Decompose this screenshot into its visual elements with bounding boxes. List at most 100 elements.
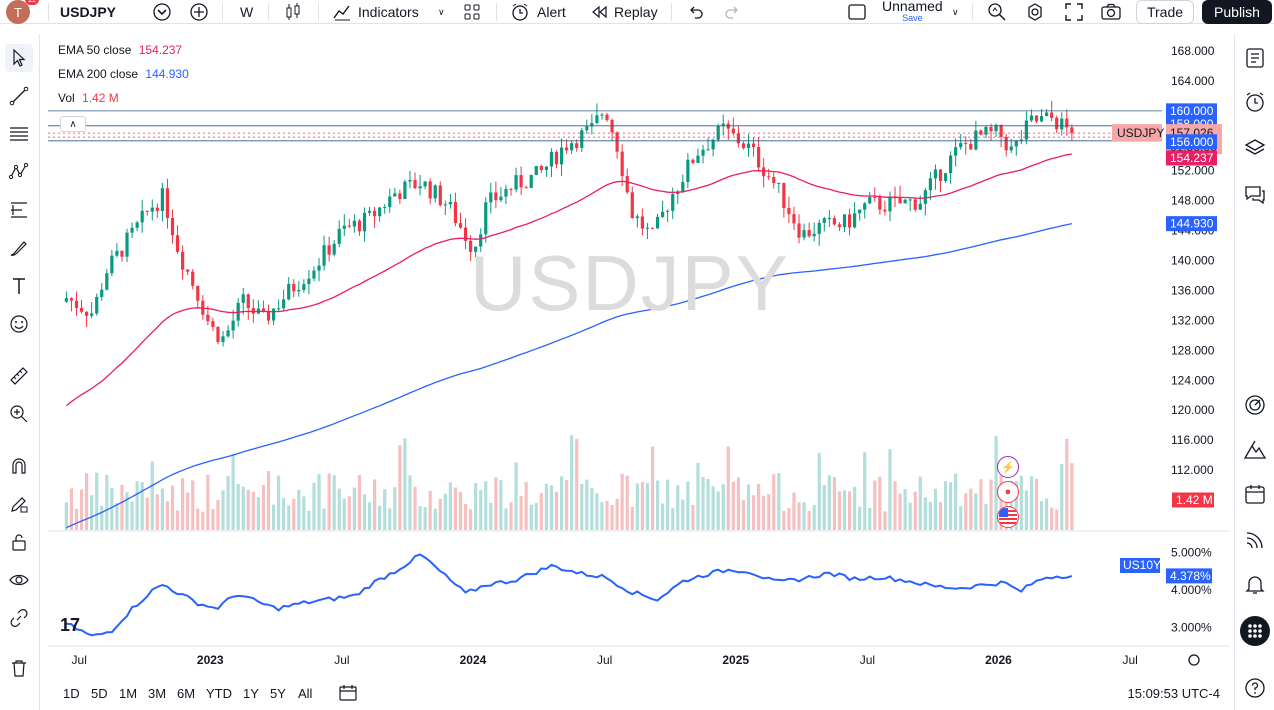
range-5d-button[interactable]: 5D: [91, 686, 108, 701]
candle-body: [231, 320, 235, 331]
layout-dropdown-icon[interactable]: ∨: [952, 6, 959, 17]
watchlist-icon[interactable]: [1241, 44, 1269, 72]
add-symbol-icon[interactable]: [189, 0, 209, 24]
settings-gear-icon[interactable]: [1025, 0, 1045, 24]
alerts-clock-icon[interactable]: [1241, 88, 1269, 116]
candle-body: [378, 207, 382, 217]
volume-bar: [418, 506, 422, 530]
candles-chart-type-icon[interactable]: [284, 0, 302, 24]
range-1d-button[interactable]: 1D: [63, 686, 80, 701]
volume-bar: [398, 445, 402, 530]
indicators-button[interactable]: Indicators: [332, 0, 419, 24]
redo-icon[interactable]: [724, 0, 742, 24]
ema200-legend[interactable]: EMA 200 close 144.930: [58, 67, 189, 81]
volume-bar: [595, 493, 599, 530]
axis-settings-gear-icon[interactable]: [1188, 654, 1200, 666]
right-sidebar: [1234, 34, 1274, 710]
range-1m-button[interactable]: 1M: [119, 686, 138, 701]
volume-bar: [630, 507, 634, 530]
speedometer-icon[interactable]: [1241, 391, 1269, 419]
candle-body: [135, 222, 139, 228]
candle-body: [762, 167, 766, 177]
range-1y-button[interactable]: 1Y: [243, 686, 259, 701]
publish-button[interactable]: Publish: [1202, 0, 1272, 24]
trade-button[interactable]: Trade: [1136, 0, 1194, 24]
undo-icon[interactable]: [686, 0, 704, 24]
calendar-icon[interactable]: [1241, 480, 1269, 508]
volume-bar: [933, 488, 938, 530]
trend-line-icon[interactable]: [5, 82, 33, 110]
volume-bar: [923, 497, 927, 530]
fullscreen-icon[interactable]: [1064, 0, 1084, 24]
link-icon[interactable]: [5, 604, 33, 632]
volume-legend[interactable]: Vol 1.42 M: [58, 91, 119, 105]
eye-icon[interactable]: [5, 566, 33, 594]
compare-symbol-icon[interactable]: [152, 0, 172, 24]
notifications-bell-icon[interactable]: [1241, 570, 1269, 598]
candle-body: [120, 250, 124, 257]
layout-name-button[interactable]: Unnamed Save: [882, 0, 943, 24]
tradingview-logo-icon[interactable]: 17: [60, 615, 80, 635]
interval-button[interactable]: W: [240, 0, 253, 24]
indicator-templates-icon[interactable]: [463, 0, 481, 24]
help-icon[interactable]: [1241, 674, 1269, 702]
volume-bar: [443, 493, 447, 530]
cursor-icon[interactable]: [5, 44, 33, 72]
candle-body: [271, 308, 276, 321]
range-ytd-button[interactable]: YTD: [206, 686, 232, 701]
volume-bar: [701, 477, 705, 530]
range-all-button[interactable]: All: [298, 686, 313, 701]
range-3m-button[interactable]: 3M: [148, 686, 167, 701]
range-5y-button[interactable]: 5Y: [270, 686, 286, 701]
date-range-calendar-icon[interactable]: [338, 684, 358, 705]
emoji-icon[interactable]: [5, 310, 33, 338]
volume-tag: 1.42 M: [1176, 493, 1213, 507]
candle-body: [943, 173, 948, 182]
volume-bar: [797, 502, 801, 530]
volume-bar: [231, 453, 235, 530]
zoom-in-icon[interactable]: [5, 400, 33, 428]
clock-timezone[interactable]: 15:09:53 UTC-4: [1127, 686, 1221, 701]
text-tool-icon[interactable]: [5, 272, 33, 300]
apps-grid-icon[interactable]: [1240, 616, 1270, 646]
trash-icon[interactable]: [5, 654, 33, 682]
drawing-lock-pencil-icon[interactable]: [5, 490, 33, 518]
chat-icon[interactable]: [1241, 180, 1269, 208]
user-avatar[interactable]: T 11: [6, 0, 39, 24]
candle-body: [767, 176, 771, 178]
lock-icon[interactable]: [5, 528, 33, 556]
range-6m-button[interactable]: 6M: [177, 686, 196, 701]
lightning-event-icon[interactable]: ⚡: [997, 456, 1019, 478]
candle-body: [918, 203, 922, 210]
us-flag-event-icon[interactable]: [997, 506, 1019, 528]
broadcast-icon[interactable]: [1241, 526, 1269, 554]
volume-bar: [792, 492, 796, 530]
volume-bar: [959, 506, 963, 530]
pattern-icon[interactable]: [5, 158, 33, 186]
layers-icon[interactable]: [1241, 134, 1269, 162]
ideas-mountain-icon[interactable]: [1241, 436, 1269, 464]
volume-bar: [1034, 478, 1039, 530]
candle-body: [206, 314, 210, 322]
candle-body: [418, 186, 422, 189]
candle-body: [660, 211, 665, 217]
magnet-icon[interactable]: [5, 452, 33, 480]
symbol-search-button[interactable]: USDJPY: [52, 0, 178, 24]
quick-search-icon[interactable]: [987, 0, 1007, 24]
record-event-icon[interactable]: ●: [997, 481, 1019, 503]
forecasting-icon[interactable]: [5, 196, 33, 224]
snapshot-camera-icon[interactable]: [1100, 0, 1122, 24]
ema50-legend[interactable]: EMA 50 close 154.237: [58, 43, 182, 57]
indicators-dropdown-icon[interactable]: ∨: [438, 6, 445, 17]
collapse-legend-button[interactable]: ∧: [60, 116, 86, 132]
alert-button[interactable]: Alert: [510, 0, 566, 24]
horizontal-lines-icon[interactable]: [5, 120, 33, 148]
brush-icon[interactable]: [5, 234, 33, 262]
volume-bar: [787, 508, 791, 530]
candle-body: [504, 188, 508, 197]
candle-body: [615, 132, 619, 152]
layout-checkbox-icon[interactable]: [847, 0, 867, 24]
replay-button[interactable]: Replay: [590, 0, 658, 24]
ruler-icon[interactable]: [5, 362, 33, 390]
